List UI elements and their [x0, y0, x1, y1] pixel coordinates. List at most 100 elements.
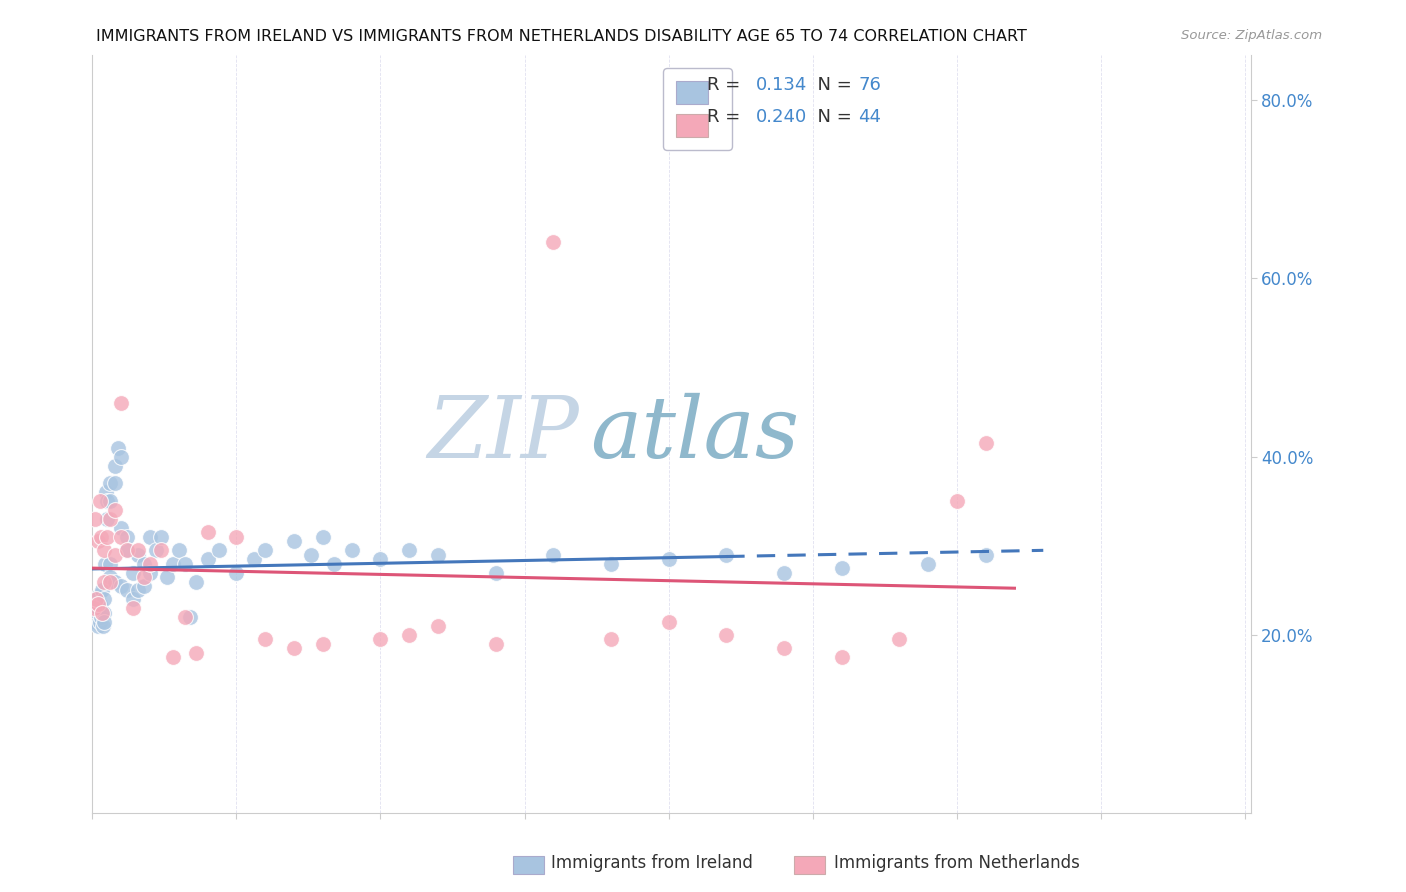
- Point: [162, 650, 184, 665]
- Point: [93, 574, 115, 589]
- Point: [773, 641, 796, 656]
- Point: [84, 615, 107, 629]
- Point: [370, 632, 392, 647]
- Point: [974, 548, 997, 562]
- Point: [600, 632, 623, 647]
- Text: Source: ZipAtlas.com: Source: ZipAtlas.com: [1181, 29, 1322, 42]
- Point: [110, 530, 132, 544]
- Text: 44: 44: [858, 108, 882, 127]
- Point: [121, 592, 143, 607]
- Point: [398, 628, 420, 642]
- Point: [179, 610, 201, 624]
- Point: [98, 557, 121, 571]
- Point: [96, 512, 118, 526]
- Point: [90, 530, 112, 544]
- Point: [323, 557, 346, 571]
- Point: [115, 583, 138, 598]
- Point: [89, 588, 111, 602]
- Point: [139, 566, 162, 580]
- Point: [543, 548, 565, 562]
- Point: [104, 574, 127, 589]
- Point: [110, 579, 132, 593]
- Point: [87, 601, 110, 615]
- Point: [110, 450, 132, 464]
- Point: [167, 543, 190, 558]
- Point: [104, 458, 127, 473]
- Point: [427, 548, 450, 562]
- Point: [225, 530, 247, 544]
- Point: [115, 543, 138, 558]
- Point: [91, 606, 114, 620]
- Point: [370, 552, 392, 566]
- Point: [98, 570, 121, 584]
- Point: [86, 597, 108, 611]
- Point: [773, 566, 796, 580]
- Point: [917, 557, 939, 571]
- Text: 76: 76: [858, 77, 882, 95]
- Point: [94, 557, 117, 571]
- Text: Immigrants from Netherlands: Immigrants from Netherlands: [834, 854, 1080, 871]
- Point: [83, 601, 105, 615]
- Point: [134, 557, 156, 571]
- Point: [197, 525, 219, 540]
- Point: [299, 548, 322, 562]
- Point: [134, 570, 156, 584]
- Point: [946, 494, 969, 508]
- Point: [96, 494, 118, 508]
- Point: [89, 494, 111, 508]
- Text: ZIP: ZIP: [427, 393, 579, 475]
- Point: [107, 441, 129, 455]
- Point: [398, 543, 420, 558]
- Text: 0.134: 0.134: [756, 77, 807, 95]
- Point: [83, 610, 105, 624]
- Point: [184, 574, 207, 589]
- Point: [658, 615, 681, 629]
- Point: [208, 543, 231, 558]
- Point: [87, 606, 110, 620]
- Point: [127, 548, 149, 562]
- Point: [427, 619, 450, 633]
- Point: [312, 637, 335, 651]
- Point: [93, 615, 115, 629]
- Point: [162, 557, 184, 571]
- Point: [254, 543, 277, 558]
- Text: 0.240: 0.240: [756, 108, 807, 127]
- Point: [974, 436, 997, 450]
- Point: [225, 566, 247, 580]
- Point: [98, 494, 121, 508]
- Text: IMMIGRANTS FROM IRELAND VS IMMIGRANTS FROM NETHERLANDS DISABILITY AGE 65 TO 74 C: IMMIGRANTS FROM IRELAND VS IMMIGRANTS FR…: [96, 29, 1026, 44]
- Point: [93, 606, 115, 620]
- Point: [82, 606, 104, 620]
- Point: [127, 583, 149, 598]
- Point: [145, 543, 167, 558]
- Point: [831, 650, 853, 665]
- Point: [127, 543, 149, 558]
- Point: [156, 570, 179, 584]
- Point: [254, 632, 277, 647]
- Point: [115, 543, 138, 558]
- Point: [86, 592, 108, 607]
- Point: [115, 530, 138, 544]
- Point: [91, 619, 114, 633]
- Point: [91, 606, 114, 620]
- Point: [90, 610, 112, 624]
- Point: [93, 592, 115, 607]
- Point: [889, 632, 911, 647]
- Point: [831, 561, 853, 575]
- Point: [173, 557, 195, 571]
- Point: [87, 534, 110, 549]
- Point: [134, 579, 156, 593]
- Point: [658, 552, 681, 566]
- Point: [312, 530, 335, 544]
- Point: [84, 512, 107, 526]
- Point: [485, 566, 508, 580]
- Point: [87, 597, 110, 611]
- Point: [150, 543, 173, 558]
- Point: [86, 610, 108, 624]
- Point: [242, 552, 264, 566]
- Point: [89, 597, 111, 611]
- Point: [543, 235, 565, 250]
- Point: [283, 534, 305, 549]
- Point: [87, 619, 110, 633]
- Point: [121, 566, 143, 580]
